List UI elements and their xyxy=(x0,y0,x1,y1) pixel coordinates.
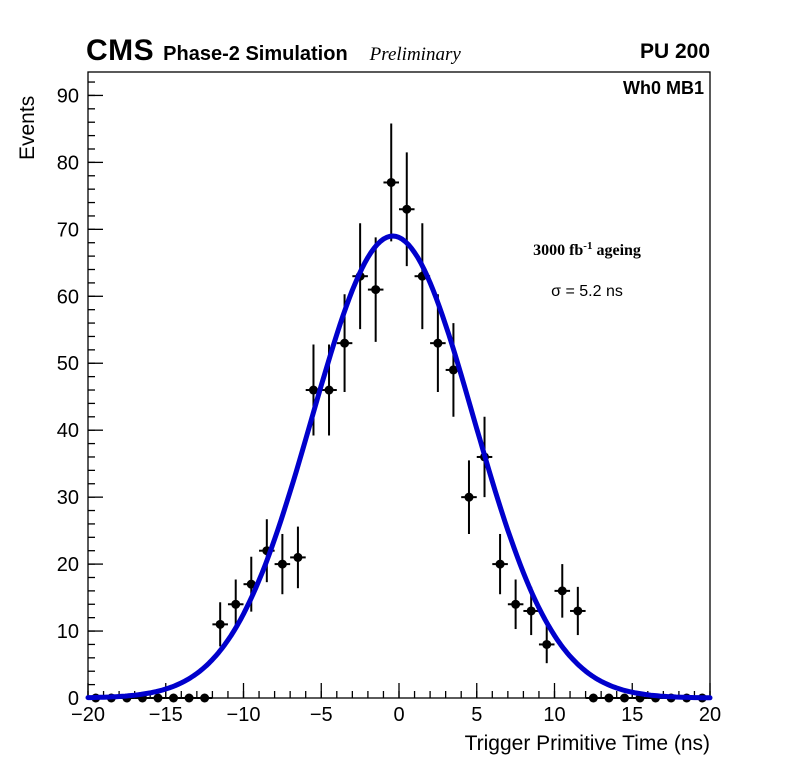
x-axis-title: Trigger Primitive Time (ns) xyxy=(464,732,710,755)
svg-text:40: 40 xyxy=(57,420,79,442)
svg-text:5: 5 xyxy=(471,704,482,726)
lumi-text-after: ageing xyxy=(592,242,641,259)
svg-text:30: 30 xyxy=(57,487,79,509)
lumi-text: 3000 fb xyxy=(533,242,584,259)
svg-text:−15: −15 xyxy=(149,704,183,726)
plot-header: CMS Phase-2 Simulation Preliminary xyxy=(86,34,461,68)
lumi-superscript: -1 xyxy=(583,240,593,252)
svg-text:20: 20 xyxy=(57,554,79,576)
cms-logo-text: CMS xyxy=(86,34,155,67)
y-axis-title: Events xyxy=(16,95,39,160)
svg-text:15: 15 xyxy=(621,704,643,726)
svg-text:10: 10 xyxy=(57,621,79,643)
sigma-annotation: σ = 5.2 ns xyxy=(551,283,623,300)
pileup-label: PU 200 xyxy=(639,40,710,63)
svg-text:0: 0 xyxy=(393,704,404,726)
svg-text:10: 10 xyxy=(543,704,565,726)
svg-text:−5: −5 xyxy=(310,704,333,726)
header-subtitle: Phase-2 Simulation xyxy=(163,43,348,65)
svg-text:−20: −20 xyxy=(71,704,105,726)
region-label: Wh0 MB1 xyxy=(623,78,704,98)
luminosity-annotation: 3000 fb-1 ageing xyxy=(487,240,687,260)
svg-text:20: 20 xyxy=(699,704,721,726)
svg-text:0: 0 xyxy=(68,688,79,710)
svg-text:80: 80 xyxy=(57,152,79,174)
svg-text:50: 50 xyxy=(57,353,79,375)
svg-text:70: 70 xyxy=(57,219,79,241)
header-status: Preliminary xyxy=(369,44,461,65)
svg-text:−10: −10 xyxy=(227,704,261,726)
svg-text:90: 90 xyxy=(57,85,79,107)
svg-text:60: 60 xyxy=(57,286,79,308)
